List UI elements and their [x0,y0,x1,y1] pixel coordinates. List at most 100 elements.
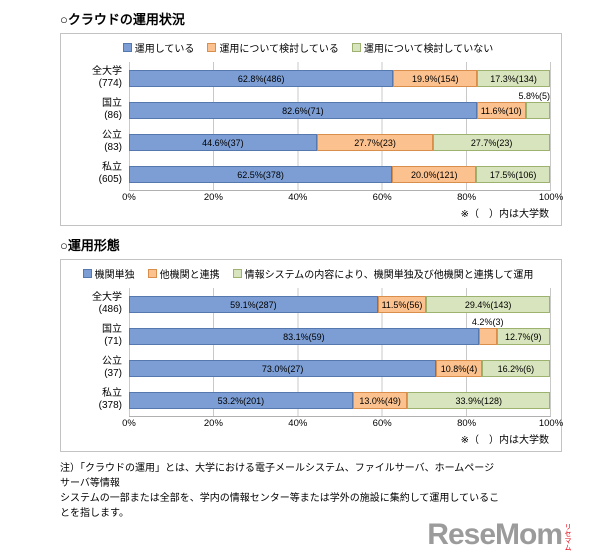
category-label: 私立 (378) [65,384,129,416]
blue-swatch-icon [122,43,132,52]
category-name: 公立 [102,355,122,367]
x-tick-label: 20% [203,418,223,429]
x-axis: 0% 20% 40% 60% 80% 100% [122,191,563,204]
bar-segment [478,328,497,345]
green-swatch-icon [351,43,361,52]
chart-frame: 運用している 運用について検討している 運用について検討していない 全大学 (774)… [60,33,563,226]
bar-row: 53.2%(201) 13.0%(49) 33.9%(128) [129,384,550,416]
bar-row: 62.5%(378) 20.0%(121) 17.5%(106) [129,158,550,190]
stacked-bar: 73.0%(27) 10.8%(4) 16.2%(6) [129,360,550,377]
stacked-bar: 83.1%(59) 12.7%(9) [129,328,550,345]
bar-segment-label: 19.9%(154) [411,73,459,84]
bar-segment-label: 83.1%(59) [283,331,325,342]
bar-segment: 62.5%(378) [129,166,393,183]
bar-segment-label: 33.9%(128) [455,395,502,406]
bar-segment: 16.2%(6) [481,360,550,377]
x-tick-label: 80% [457,192,477,203]
bar-segment: 29.4%(143) [426,296,550,313]
orange-swatch-icon [207,43,217,52]
legend-item: 運用している [122,40,195,55]
stacked-bar: 44.6%(37) 27.7%(23) 27.7%(23) [129,134,550,151]
category-count: (378) [98,400,122,411]
x-tick-label: 60% [372,192,392,203]
orange-swatch-icon [147,269,157,278]
green-swatch-icon [232,269,242,278]
legend-label: 運用について検討している [219,44,339,55]
footnote-line-1: 注）「クラウドの運用」とは、大学における電子メールシステム、ファイルサーバ、ホー… [60,463,495,489]
bar-segment: 82.6%(71) [129,102,477,119]
bar-segment: 44.6%(37) [129,134,317,151]
bar-segment-label: 29.4%(143) [464,299,512,310]
bar-segment [525,102,550,119]
resemom-watermark: ReseMom リセマム [427,518,592,552]
stacked-bar: 59.1%(287) 11.5%(56) 29.4%(143) [129,296,550,313]
x-tick-label: 100% [538,192,564,203]
category-label: 国立 (86) [65,94,129,126]
legend-label: 運用している [134,44,195,55]
bar-segment: 27.7%(23) [316,134,434,151]
bar-row: 62.8%(486) 19.9%(154) 17.3%(134) [129,62,550,94]
x-tick-label: 0% [122,418,136,429]
bar-segment-label: 59.1%(287) [230,299,277,310]
category-labels: 全大学 (774) 国立 (86) 公立 (83) 私立 (605) [65,62,129,191]
x-tick-label: 40% [288,418,308,429]
bar-segment-label: 12.7%(9) [504,331,542,342]
bar-segment-label: 10.8%(4) [440,363,478,374]
watermark-text: ReseMom [427,518,563,551]
operation-form-chart: ○運用形態 機関単独 他機関と連携 情報システムの内容により、機関単独及び他機関と連… [60,235,563,452]
axis-note: ※（ ）内は大学数 [460,435,549,446]
category-label: 全大学 (486) [65,288,129,320]
legend-item: 運用について検討していない [351,40,493,55]
category-count: (37) [104,368,122,379]
bar-segment-label: 53.2%(201) [217,395,265,406]
bar-segment-label: 11.6%(10) [480,105,522,116]
legend-label: 情報システムの内容により、機関単独及び他機関と連携して運用 [244,270,534,281]
bar-segment-label: 44.6%(37) [202,137,244,148]
bar-segment-label: 82.6%(71) [282,105,324,116]
bar-segment: 53.2%(201) [129,392,353,409]
watermark-subtext: リセマム [564,523,571,551]
category-label: 全大学 (774) [65,62,129,94]
x-tick-label: 80% [457,418,477,429]
bar-segment: 62.8%(486) [129,70,394,87]
x-tick-label: 60% [372,418,392,429]
bar-segment: 10.8%(4) [436,360,482,377]
chart-frame: 機関単独 他機関と連携 情報システムの内容により、機関単独及び他機関と連携して運用 … [60,259,563,452]
category-name: 国立 [102,323,122,335]
plot-wrap: 全大学 (774) 国立 (86) 公立 (83) 私立 (605) 62.8%(486) 19… [65,62,551,191]
bar-row: 73.0%(27) 10.8%(4) 16.2%(6) [129,352,550,384]
category-label: 私立 (605) [65,158,129,190]
bar-segment: 33.9%(128) [407,392,550,409]
x-tick-label: 40% [288,192,308,203]
segment-label-above: 5.8%(5) [518,91,550,101]
bar-segment: 17.3%(134) [477,70,550,87]
legend-label: 機関単独 [94,270,135,281]
legend-label: 他機関と連携 [159,270,220,281]
bar-segment: 19.9%(154) [393,70,478,87]
bar-segment: 20.0%(121) [392,166,477,183]
bar-segment-label: 17.3%(134) [490,73,537,84]
x-axis: 0% 20% 40% 60% 80% 100% [122,417,563,430]
footnote-line-2: システムの一部または全部を、学内の情報センター等または学外の施設に集約して運用し… [60,493,500,519]
category-name: 国立 [102,97,122,109]
plot-area: 62.8%(486) 19.9%(154) 17.3%(134) 5.8%(5) 82.… [129,62,551,191]
legend-item: 運用について検討している [207,40,339,55]
category-count: (605) [98,174,122,185]
category-name: 全大学 [92,291,122,303]
axis-note: ※（ ）内は大学数 [460,209,549,220]
stacked-bar: 82.6%(71) 11.6%(10) [129,102,550,119]
bar-segment: 73.0%(27) [129,360,437,377]
category-name: 全大学 [92,65,122,77]
bar-row: 4.2%(3) 83.1%(59) 12.7%(9) [129,317,550,352]
bar-segment-label: 16.2%(6) [497,363,535,374]
bar-segment-label: 20.0%(121) [410,169,458,180]
bar-segment-label: 27.7%(23) [354,137,396,148]
cloud-operation-status-chart: ○クラウドの運用状況 運用している 運用について検討している 運用について検討してい… [60,9,563,226]
category-name: 公立 [102,129,122,141]
category-count: (86) [104,110,122,121]
plot-area: 59.1%(287) 11.5%(56) 29.4%(143) 4.2%(3) 83.1… [129,288,551,417]
legend: 機関単独 他機関と連携 情報システムの内容により、機関単独及び他機関と連携して運用 [65,266,551,281]
bar-segment-label: 73.0%(27) [261,363,304,374]
bar-segment-label: 62.8%(486) [237,73,285,84]
bar-segment: 83.1%(59) [129,328,479,345]
